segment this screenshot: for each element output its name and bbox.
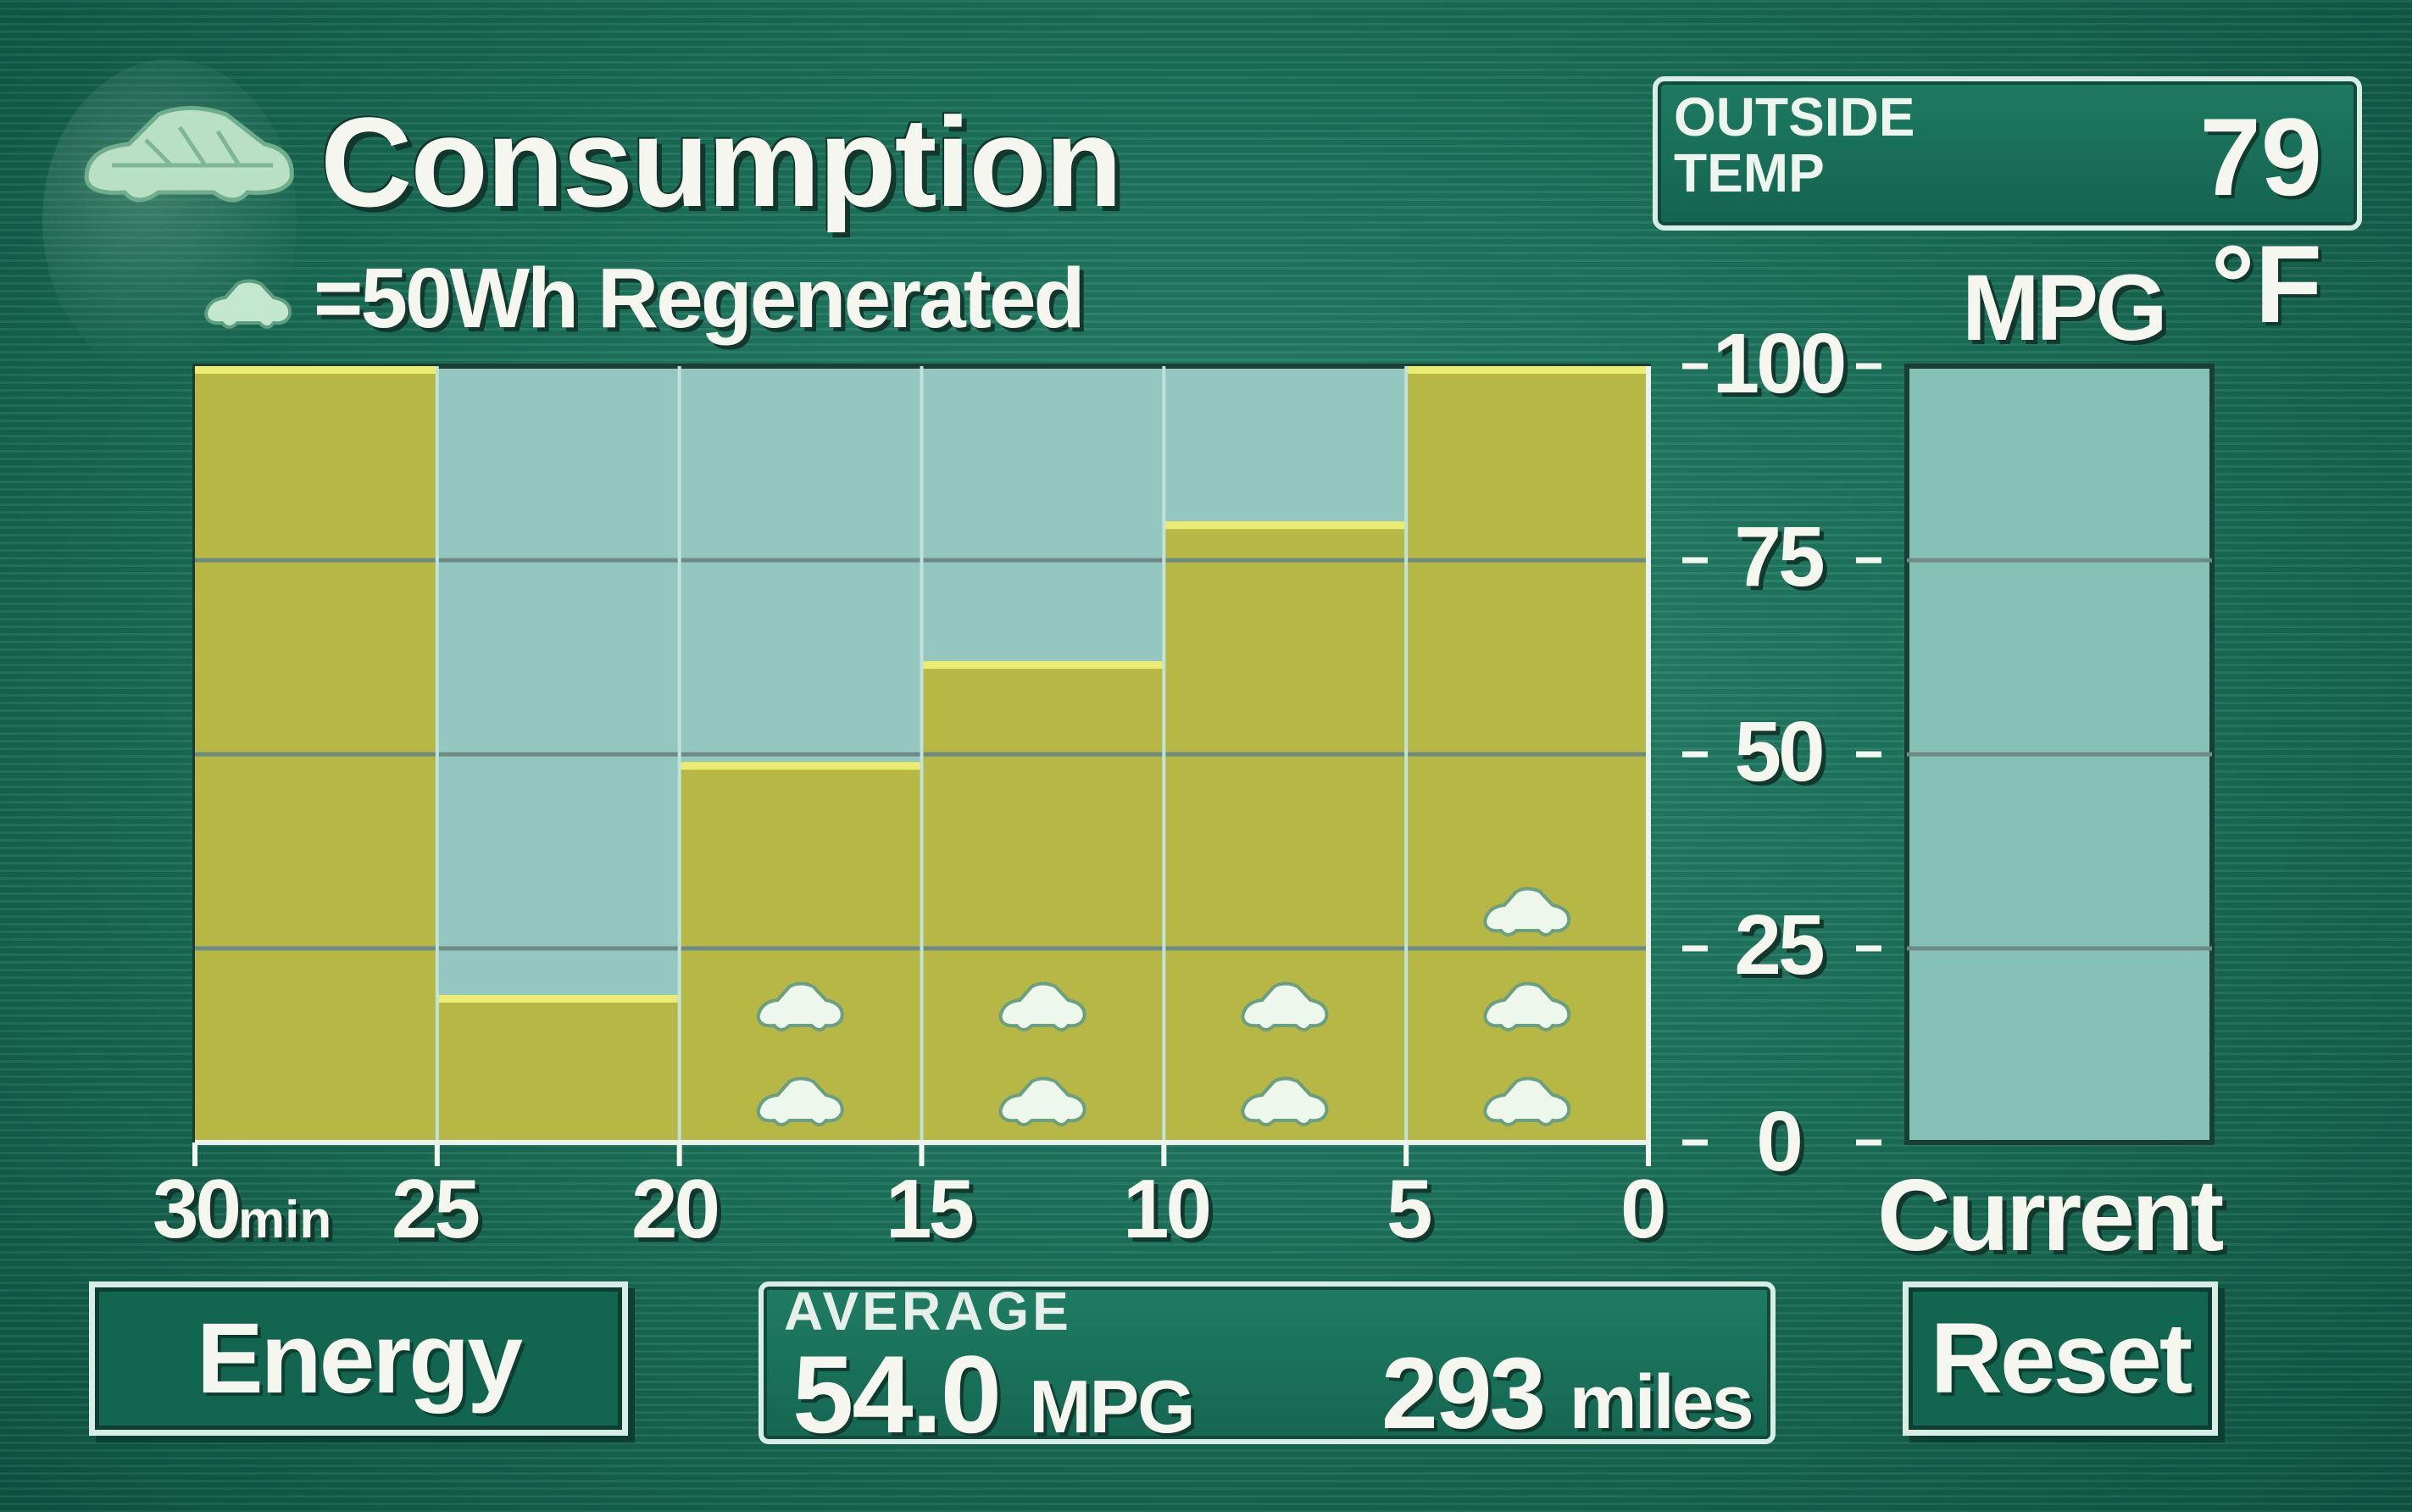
mpg-bar-top [1164, 521, 1407, 530]
x-tick-label: 10 [1123, 1162, 1212, 1255]
outside-temp-box [1653, 76, 2362, 231]
leaf-car-icon [1241, 1076, 1329, 1126]
regenerated-energy-icon [998, 1076, 1087, 1126]
energy-button[interactable]: Energy [89, 1281, 628, 1436]
leaf-car-icon [203, 279, 292, 329]
leaf-car-icon [756, 1076, 844, 1126]
x-tick-label: 5 [1387, 1162, 1432, 1255]
average-mpg-unit: MPG [1029, 1365, 1195, 1448]
page-title: Consumption [320, 91, 1123, 233]
regenerated-energy-icon [1241, 1076, 1329, 1126]
leaf-car-icon [998, 981, 1087, 1031]
leaf-car-icon [1483, 1076, 1571, 1126]
reset-button[interactable]: Reset [1903, 1281, 2218, 1436]
mpg-bar [436, 994, 680, 1142]
leaf-car-icon [1483, 887, 1571, 937]
mpg-bar-top [436, 994, 680, 1003]
outside-temp-label-line2: TEMP [1674, 142, 1825, 203]
mpg-bar-top [679, 762, 922, 770]
mpg-bar [1164, 521, 1407, 1142]
mpg-axis-label: MPG [1962, 256, 2168, 360]
x-tick-label: 15 [886, 1162, 975, 1255]
y-tick-label: 0 [1756, 1094, 1803, 1189]
leaf-car-icon [998, 1076, 1087, 1126]
mpg-bar [921, 661, 1164, 1142]
x-tick-label: 0 [1620, 1162, 1666, 1255]
y-tick-label: 75 [1734, 509, 1825, 604]
outside-temp-label: OUTSIDE TEMP [1674, 89, 1979, 201]
average-miles: 293 miles [1381, 1335, 1754, 1452]
x-tick-label-30: 30min [153, 1162, 332, 1255]
y-tick-label: 100 [1712, 316, 1848, 411]
mpg-bar-top [195, 366, 437, 374]
regenerated-energy-icon [756, 981, 844, 1031]
y-tick-label: 50 [1734, 704, 1825, 799]
x-tick-label: 30min [153, 1161, 331, 1257]
average-box [759, 1281, 1776, 1444]
legend-text: =50Wh Regenerated [314, 251, 1086, 346]
leaf-car-icon [1241, 981, 1329, 1031]
mpg-bar-top [1406, 366, 1648, 374]
leaf-car-icon [1483, 981, 1571, 1031]
y-tick-label: 25 [1734, 898, 1825, 992]
regenerated-energy-icon [998, 981, 1087, 1031]
regenerated-energy-icon [1483, 1076, 1571, 1126]
leaf-car-logo-icon [84, 106, 294, 203]
average-miles-value: 293 [1381, 1337, 1546, 1450]
outside-temp-label-line1: OUTSIDE [1674, 86, 1915, 147]
regenerated-energy-icon [1241, 981, 1329, 1031]
average-title: AVERAGE [784, 1281, 1072, 1342]
x-tick-label: 25 [392, 1162, 481, 1255]
leaf-car-icon [756, 981, 844, 1031]
current-label: Current [1877, 1159, 2224, 1272]
outside-temp-value: 79 °F [2199, 95, 2322, 346]
regenerated-energy-icon [1483, 887, 1571, 937]
average-mpg-value: 54.0 [792, 1332, 1002, 1456]
x-tick-label: 20 [631, 1162, 720, 1255]
regenerated-energy-icon [756, 1076, 844, 1126]
mpg-bar-top [921, 661, 1164, 670]
regenerated-energy-icon [1483, 981, 1571, 1031]
average-miles-unit: miles [1569, 1360, 1754, 1445]
average-mpg: 54.0 MPG [792, 1331, 1196, 1458]
